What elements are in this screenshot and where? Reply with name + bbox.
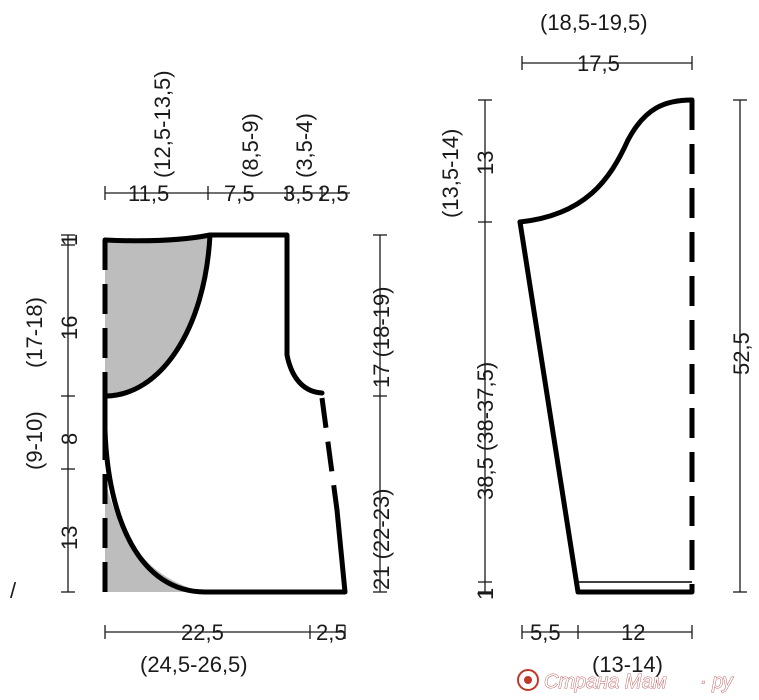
sleeve-bottom-side: 5,5 bbox=[530, 620, 561, 645]
sleeve-left-1: 1 bbox=[473, 588, 498, 600]
neck-shading-upper bbox=[105, 235, 210, 396]
body-right-17: 17 (18-19) bbox=[369, 286, 394, 388]
body-left-9-10: (9-10) bbox=[22, 411, 47, 470]
sleeve-left-13-5-14: (13,5-14) bbox=[438, 129, 463, 218]
front-curve bbox=[102, 393, 348, 595]
sleeve-right-length: 52,5 bbox=[729, 332, 754, 375]
sleeve-top-width: 17,5 bbox=[577, 51, 620, 76]
body-top-width-a: 11,5 bbox=[128, 181, 169, 206]
sleeve-top-sizes: (18,5-19,5) bbox=[540, 10, 648, 35]
body-top-width-c: 3,5 bbox=[283, 181, 314, 206]
body-left-17-18: (17-18) bbox=[22, 297, 47, 368]
side-dash bbox=[319, 397, 340, 511]
body-left-bottom-mark: / bbox=[10, 578, 17, 603]
sleeve-left-38-5: 38,5 (38-37,5) bbox=[473, 362, 498, 500]
body-top-armhole-sizes: (3,5-4) bbox=[292, 113, 317, 178]
watermark-text: Страна Мам bbox=[544, 671, 667, 693]
sleeve-piece: (18,5-19,5) 17,5 (13,5-14) 13 38,5 (38-3… bbox=[438, 10, 754, 677]
body-left-8: 8 bbox=[57, 433, 82, 445]
sleeve-left-13: 13 bbox=[473, 151, 498, 175]
body-left-1: 1 bbox=[57, 234, 82, 246]
body-top-width-b: 7,5 bbox=[224, 181, 255, 206]
sleeve-outline bbox=[517, 219, 695, 595]
sleeve-bottom-width: 12 bbox=[621, 620, 645, 645]
body-bottom-side: 2,5 bbox=[316, 620, 347, 645]
body-top-width-d: 2,5 bbox=[318, 181, 349, 206]
body-outline bbox=[102, 232, 325, 399]
body-top-neck-sizes: (12,5-13,5) bbox=[150, 70, 175, 178]
body-top-shoulder-sizes: (8,5-9) bbox=[238, 113, 263, 178]
front-shading-lower bbox=[105, 480, 205, 592]
sleeve-cap-curve bbox=[517, 97, 695, 225]
body-bottom-sizes: (24,5-26,5) bbox=[140, 652, 248, 677]
shoulder-top-curve bbox=[102, 232, 213, 244]
body-bottom-width: 22,5 bbox=[181, 620, 224, 645]
watermark-suffix: · ру bbox=[700, 671, 734, 693]
body-left-13: 13 bbox=[57, 526, 82, 550]
sleeve-bottom-sizes: (13-14) bbox=[592, 652, 663, 677]
watermark: Страна Мам · ру bbox=[517, 669, 734, 693]
body-piece: 11,5 7,5 3,5 2,5 (12,5-13,5) (8,5-9) (3,… bbox=[10, 70, 394, 677]
body-right-21: 21 (22-23) bbox=[369, 488, 394, 590]
body-left-16: 16 bbox=[57, 316, 82, 340]
